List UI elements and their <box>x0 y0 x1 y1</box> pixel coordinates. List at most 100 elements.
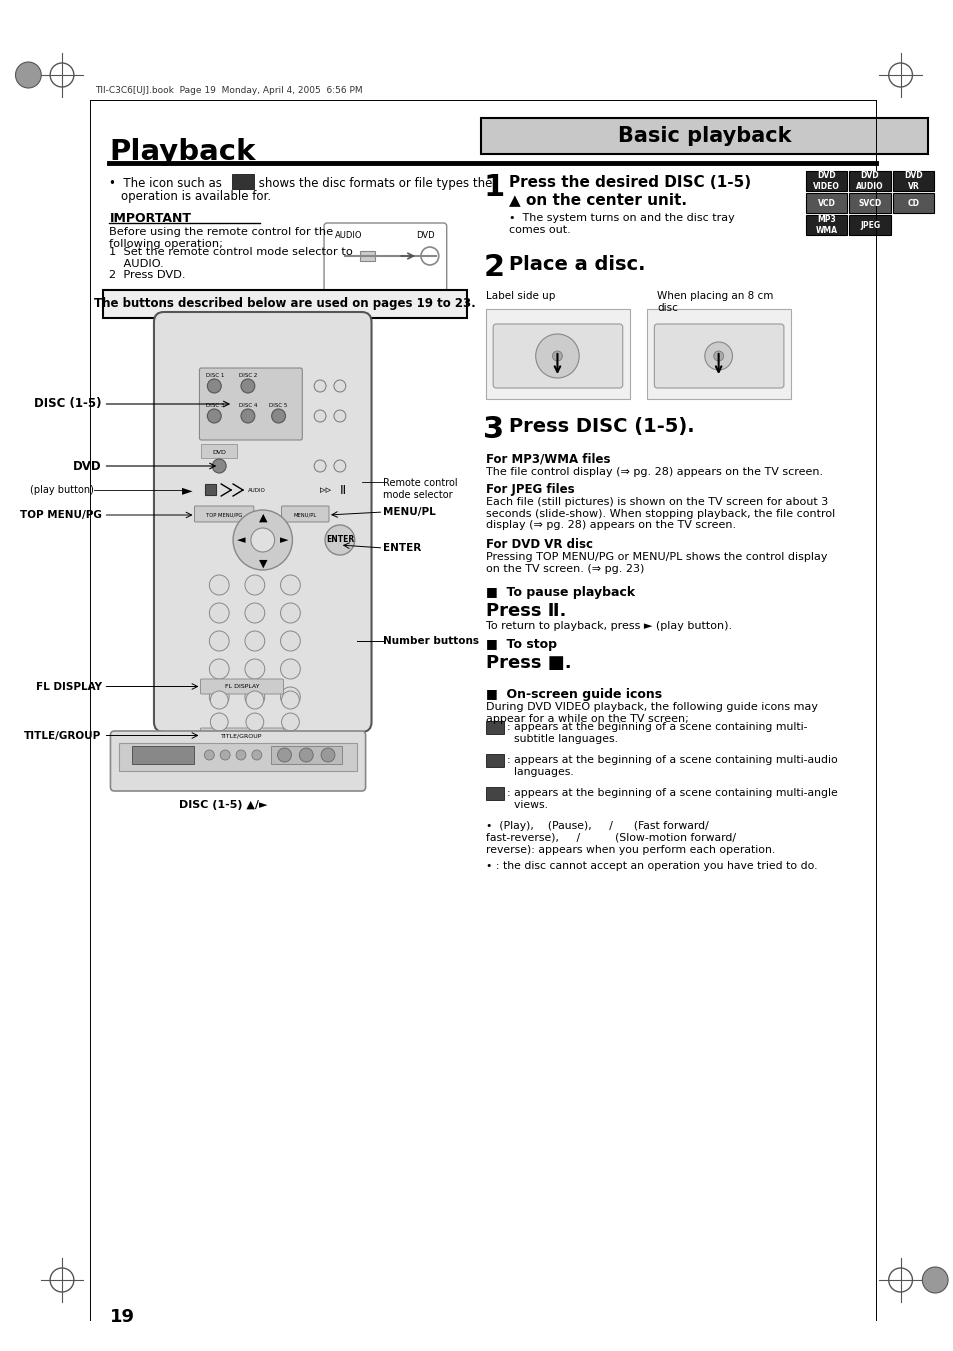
Text: DVD: DVD <box>72 459 101 473</box>
FancyBboxPatch shape <box>493 324 622 388</box>
Circle shape <box>280 631 300 651</box>
FancyBboxPatch shape <box>201 444 236 458</box>
Text: JPEG: JPEG <box>859 220 879 230</box>
Text: CD: CD <box>906 199 919 208</box>
Text: TII-C3C6[UJ].book  Page 19  Monday, April 4, 2005  6:56 PM: TII-C3C6[UJ].book Page 19 Monday, April … <box>94 86 362 95</box>
Circle shape <box>245 603 264 623</box>
Text: Press ■.: Press ■. <box>486 654 571 671</box>
Text: DISC 2: DISC 2 <box>239 373 257 378</box>
Text: ►: ► <box>280 535 289 544</box>
Circle shape <box>233 509 293 570</box>
Circle shape <box>314 459 326 471</box>
FancyBboxPatch shape <box>324 223 446 290</box>
Circle shape <box>220 750 230 761</box>
Text: •  (Play),    (Pause),     /      (Fast forward/: • (Play), (Pause), / (Fast forward/ <box>486 821 708 831</box>
FancyBboxPatch shape <box>486 721 503 734</box>
Text: ENTER: ENTER <box>325 535 354 544</box>
Circle shape <box>536 334 578 378</box>
FancyBboxPatch shape <box>102 290 467 317</box>
Circle shape <box>251 528 274 553</box>
Text: The file control display (⇒ pg. 28) appears on the TV screen.: The file control display (⇒ pg. 28) appe… <box>486 467 822 477</box>
Circle shape <box>280 603 300 623</box>
FancyBboxPatch shape <box>654 324 783 388</box>
Text: When placing an 8 cm
disc: When placing an 8 cm disc <box>657 290 773 312</box>
Circle shape <box>241 380 254 393</box>
Text: SVCD: SVCD <box>858 199 881 208</box>
Circle shape <box>207 409 221 423</box>
Circle shape <box>277 748 291 762</box>
Circle shape <box>245 659 264 680</box>
FancyBboxPatch shape <box>194 507 253 521</box>
Circle shape <box>704 342 732 370</box>
Text: : appears at the beginning of a scene containing multi-angle
  views.: : appears at the beginning of a scene co… <box>506 788 837 809</box>
Circle shape <box>204 750 214 761</box>
Circle shape <box>280 576 300 594</box>
Text: DISC 3: DISC 3 <box>206 403 225 408</box>
Text: 1  Set the remote control mode selector to
    AUDIO.: 1 Set the remote control mode selector t… <box>110 247 353 269</box>
Circle shape <box>241 409 254 423</box>
Circle shape <box>314 409 326 422</box>
Text: Each file (still pictures) is shown on the TV screen for about 3
seconds (slide-: Each file (still pictures) is shown on t… <box>486 497 835 530</box>
FancyBboxPatch shape <box>805 193 846 213</box>
Text: DVD
AUDIO: DVD AUDIO <box>855 172 882 190</box>
Circle shape <box>15 62 41 88</box>
FancyBboxPatch shape <box>111 731 365 790</box>
Text: The buttons described below are used on pages 19 to 23.: The buttons described below are used on … <box>93 297 475 311</box>
Circle shape <box>281 690 299 709</box>
FancyBboxPatch shape <box>892 172 933 190</box>
Text: MP3
WMA: MP3 WMA <box>815 215 837 235</box>
Text: ■  To pause playback: ■ To pause playback <box>486 586 635 598</box>
Circle shape <box>314 380 326 392</box>
Circle shape <box>280 659 300 680</box>
Circle shape <box>210 690 228 709</box>
Circle shape <box>209 659 229 680</box>
Circle shape <box>213 459 226 473</box>
Text: TOP MENU/PG: TOP MENU/PG <box>20 509 101 520</box>
Circle shape <box>334 459 345 471</box>
FancyBboxPatch shape <box>200 680 283 694</box>
Text: ▹▹: ▹▹ <box>320 485 331 494</box>
Text: IMPORTANT: IMPORTANT <box>110 212 192 226</box>
Circle shape <box>252 750 261 761</box>
Text: DISC (1-5) ▲/►: DISC (1-5) ▲/► <box>179 800 267 811</box>
Text: TITLE/GROUP: TITLE/GROUP <box>221 734 262 738</box>
Text: DVD
VR: DVD VR <box>903 172 922 190</box>
Text: ■  On-screen guide icons: ■ On-screen guide icons <box>486 688 661 701</box>
Text: 3: 3 <box>483 415 504 444</box>
Circle shape <box>713 351 722 361</box>
Text: DISC (1-5): DISC (1-5) <box>34 397 101 411</box>
Text: •  The icon such as: • The icon such as <box>110 177 222 190</box>
Text: (play button): (play button) <box>30 485 93 494</box>
Circle shape <box>325 526 355 555</box>
Text: Press the desired DISC (1-5): Press the desired DISC (1-5) <box>509 176 750 190</box>
Circle shape <box>207 380 221 393</box>
Circle shape <box>245 688 264 707</box>
Text: 19: 19 <box>110 1308 134 1325</box>
Text: DVD: DVD <box>213 450 226 454</box>
Text: 1: 1 <box>483 173 504 203</box>
Circle shape <box>245 631 264 651</box>
Text: For JPEG files: For JPEG files <box>486 484 575 496</box>
Text: shows the disc formats or file types the: shows the disc formats or file types the <box>254 177 492 190</box>
Circle shape <box>246 690 263 709</box>
Text: TOP MENU/PG: TOP MENU/PG <box>206 512 242 517</box>
Text: Remote control
mode selector: Remote control mode selector <box>383 478 457 500</box>
FancyBboxPatch shape <box>848 215 890 235</box>
Circle shape <box>209 631 229 651</box>
Text: Label side up: Label side up <box>486 290 555 301</box>
Text: During DVD VIDEO playback, the following guide icons may
appear for a while on t: During DVD VIDEO playback, the following… <box>486 703 818 724</box>
Text: Basic playback: Basic playback <box>618 126 791 146</box>
Text: Ⅱ: Ⅱ <box>339 484 346 497</box>
FancyBboxPatch shape <box>271 746 341 765</box>
Text: Before using the remote control for the
following operation;: Before using the remote control for the … <box>110 227 334 249</box>
Text: ENTER: ENTER <box>383 543 421 553</box>
FancyBboxPatch shape <box>132 746 193 765</box>
FancyBboxPatch shape <box>647 309 790 399</box>
Text: ▲: ▲ <box>258 513 267 523</box>
Text: Pressing TOP MENU/PG or MENU/PL shows the control display
on the TV screen. (⇒ p: Pressing TOP MENU/PG or MENU/PL shows th… <box>486 553 827 574</box>
Text: : appears at the beginning of a scene containing multi-audio
  languages.: : appears at the beginning of a scene co… <box>506 755 837 777</box>
Circle shape <box>209 688 229 707</box>
Text: ▲ on the center unit.: ▲ on the center unit. <box>509 192 686 207</box>
FancyBboxPatch shape <box>848 172 890 190</box>
FancyBboxPatch shape <box>892 193 933 213</box>
